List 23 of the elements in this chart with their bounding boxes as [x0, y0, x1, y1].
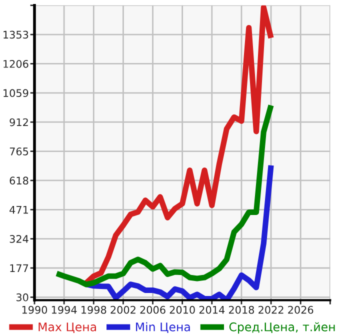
legend-label: Max Цена — [38, 322, 96, 334]
x-tick-label: 1990 — [22, 306, 48, 314]
legend-label: Min Цена — [136, 322, 190, 334]
x-tick-label: 2006 — [140, 306, 166, 314]
x-tick-label: 2026 — [288, 306, 314, 314]
x-tick-label: 2018 — [228, 306, 254, 314]
y-tick-label: 765 — [10, 148, 28, 156]
x-tick-label: 1998 — [82, 306, 106, 314]
legend-label: Сред.Цена, т.йен — [229, 322, 335, 334]
y-tick-label: 324 — [10, 235, 28, 243]
x-tick-label: 2010 — [170, 306, 195, 314]
x-tick-label: 2002 — [110, 306, 136, 314]
y-tick-label: 471 — [10, 206, 28, 214]
y-tick-label: 618 — [10, 176, 28, 185]
y-tick-label: 912 — [10, 118, 28, 126]
y-tick-label: 1353 — [4, 30, 28, 39]
y-tick-label: 1059 — [4, 89, 28, 98]
x-tick-label: 2014 — [199, 306, 225, 314]
y-tick-label: 30 — [16, 293, 28, 302]
y-tick-label: 177 — [10, 264, 28, 272]
y-tick-label: 1206 — [4, 60, 28, 68]
x-tick-label: 1994 — [52, 306, 77, 314]
x-tick-label: 2022 — [258, 306, 284, 314]
